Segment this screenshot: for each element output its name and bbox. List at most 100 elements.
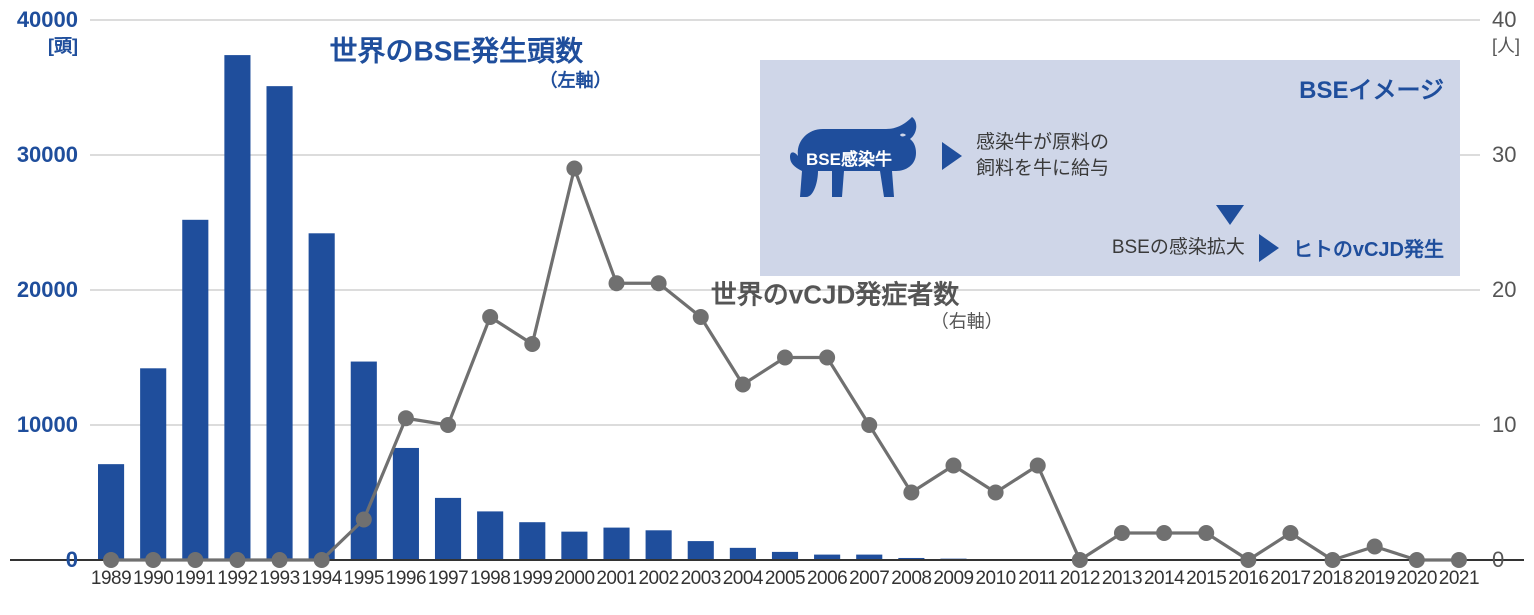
x-tick-label: 2011 — [1018, 568, 1057, 589]
x-tick-label: 2008 — [891, 568, 931, 589]
arrow-right-icon — [942, 142, 962, 170]
x-tick-label: 2016 — [1228, 568, 1268, 589]
bar — [435, 498, 461, 560]
line-marker — [1156, 525, 1172, 541]
x-tick-label: 1999 — [512, 568, 552, 589]
line-marker — [229, 552, 245, 568]
flow-text-1: 感染牛が原料の 飼料を牛に給与 — [976, 130, 1109, 181]
line-marker — [777, 350, 793, 366]
x-tick-label: 1990 — [133, 568, 173, 589]
x-tick-label: 1997 — [428, 568, 468, 589]
line-series-sublabel: （右軸） — [931, 312, 1003, 332]
x-tick-label: 1996 — [386, 568, 426, 589]
bar — [393, 448, 419, 560]
line-marker — [1367, 539, 1383, 555]
line-marker — [1072, 552, 1088, 568]
x-tick-label: 2000 — [554, 568, 594, 589]
x-tick-label: 1989 — [91, 568, 131, 589]
bar — [730, 548, 756, 560]
y-left-tick-label: 40000 — [17, 7, 78, 32]
bar — [266, 86, 292, 560]
x-tick-label: 2013 — [1102, 568, 1142, 589]
x-tick-label: 2007 — [849, 568, 889, 589]
line-marker — [524, 336, 540, 352]
infobox-title: BSEイメージ — [778, 70, 1444, 105]
bar — [98, 464, 124, 560]
flow-row-1: BSE感染牛 感染牛が原料の 飼料を牛に給与 — [778, 111, 1444, 201]
line-marker — [440, 417, 456, 433]
y-right-tick-label: 40 — [1492, 7, 1516, 32]
line-marker — [988, 485, 1004, 501]
x-tick-label: 2009 — [933, 568, 973, 589]
line-marker — [566, 161, 582, 177]
x-tick-label: 1998 — [470, 568, 510, 589]
line-marker — [103, 552, 119, 568]
y-right-unit: [人] — [1492, 36, 1520, 56]
flow-row-2: BSEの感染拡大 ヒトのvCJD発生 — [778, 233, 1444, 262]
x-tick-label: 2006 — [807, 568, 847, 589]
x-tick-label: 1993 — [259, 568, 299, 589]
y-left-tick-label: 0 — [66, 547, 78, 572]
x-tick-label: 1995 — [344, 568, 384, 589]
x-tick-label: 2019 — [1355, 568, 1395, 589]
line-marker — [1451, 552, 1467, 568]
flow-text-3: ヒトのvCJD発生 — [1293, 233, 1444, 262]
x-tick-label: 1991 — [175, 568, 215, 589]
x-tick-label: 2005 — [765, 568, 805, 589]
bar — [140, 368, 166, 560]
line-marker — [735, 377, 751, 393]
y-right-tick-label: 30 — [1492, 142, 1516, 167]
x-tick-label: 2021 — [1439, 568, 1479, 589]
chart-root: 010000200003000040000[頭]010203040[人]1989… — [0, 0, 1534, 615]
y-right-tick-label: 20 — [1492, 277, 1516, 302]
line-marker — [903, 485, 919, 501]
line-marker — [651, 275, 667, 291]
bar — [224, 55, 250, 560]
y-left-tick-label: 30000 — [17, 142, 78, 167]
y-right-tick-label: 10 — [1492, 412, 1516, 437]
x-tick-label: 2004 — [723, 568, 764, 589]
line-marker — [145, 552, 161, 568]
line-marker — [819, 350, 835, 366]
line-marker — [609, 275, 625, 291]
bar — [603, 528, 629, 560]
line-marker — [482, 309, 498, 325]
arrow-down-icon — [1216, 205, 1244, 225]
x-tick-label: 2001 — [596, 568, 636, 589]
flow-arrow-down-wrap — [778, 205, 1444, 225]
x-tick-label: 2017 — [1270, 568, 1310, 589]
line-series-label: 世界のvCJD発症者数 — [711, 280, 960, 310]
cow-graphic: BSE感染牛 — [778, 111, 928, 201]
x-tick-label: 2018 — [1312, 568, 1352, 589]
line-marker — [1240, 552, 1256, 568]
line-marker — [1409, 552, 1425, 568]
bar — [561, 532, 587, 560]
line-marker — [272, 552, 288, 568]
line-marker — [861, 417, 877, 433]
flow-text-1-line1: 感染牛が原料の — [976, 132, 1109, 153]
bar-series-label: 世界のBSE発生頭数 — [330, 36, 585, 67]
x-tick-label: 2012 — [1060, 568, 1100, 589]
bar — [477, 511, 503, 560]
line-marker — [314, 552, 330, 568]
x-tick-label: 1992 — [217, 568, 257, 589]
line-marker — [1114, 525, 1130, 541]
bse-image-infobox: BSEイメージ BSE感染牛 感染牛が原料の 飼料を牛に給与 BSEの感染拡大 … — [760, 60, 1460, 276]
line-marker — [1198, 525, 1214, 541]
y-left-unit: [頭] — [48, 36, 78, 56]
x-tick-label: 2003 — [681, 568, 721, 589]
line-marker — [945, 458, 961, 474]
bar — [309, 233, 335, 560]
flow-text-1-line2: 飼料を牛に給与 — [976, 158, 1109, 179]
bar-series-sublabel: （左軸） — [540, 70, 612, 91]
line-marker — [356, 512, 372, 528]
line-marker — [1325, 552, 1341, 568]
x-tick-label: 2015 — [1186, 568, 1226, 589]
bar — [519, 522, 545, 560]
x-tick-label: 2020 — [1397, 568, 1437, 589]
arrow-right-icon-2 — [1259, 234, 1279, 262]
line-marker — [187, 552, 203, 568]
cow-label: BSE感染牛 — [806, 145, 892, 170]
bar — [182, 220, 208, 560]
line-marker — [693, 309, 709, 325]
